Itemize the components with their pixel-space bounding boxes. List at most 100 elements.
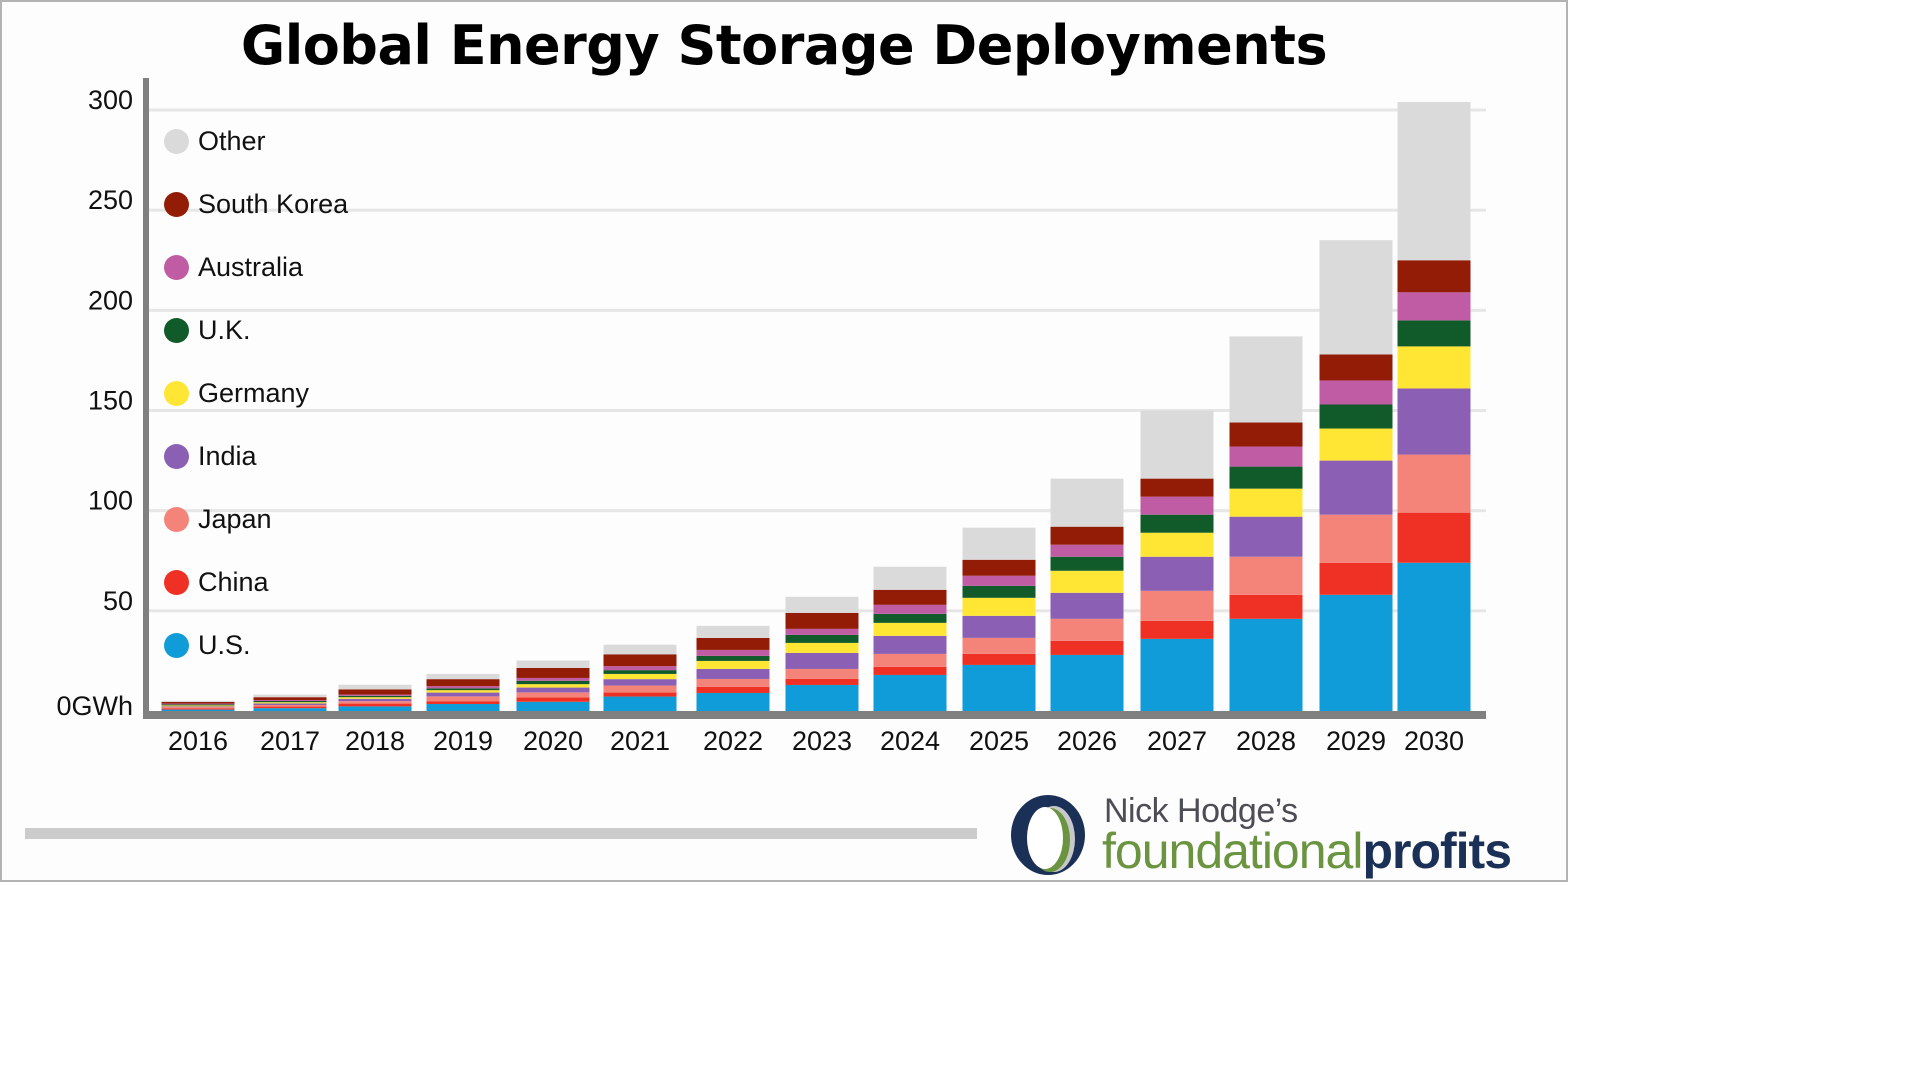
bar-segment — [696, 655, 770, 661]
bar-segment — [696, 668, 770, 679]
legend-item: U.K. — [164, 313, 251, 347]
bar-segment — [1397, 260, 1471, 293]
bar-segment — [161, 701, 235, 704]
legend-label: U.S. — [198, 629, 251, 660]
x-tick-label: 2022 — [703, 726, 763, 756]
legend-item: India — [164, 439, 257, 473]
gridline — [149, 509, 1486, 513]
x-tick-label: 2025 — [969, 726, 1029, 756]
bar-stack-2028 — [1229, 336, 1303, 711]
bar-segment — [1319, 562, 1393, 595]
bar-stack-2018 — [338, 684, 412, 711]
bar-segment — [338, 698, 412, 702]
bar-segment — [696, 625, 770, 638]
bar-segment — [161, 703, 235, 705]
bar-segment — [253, 694, 327, 698]
bar-segment — [516, 667, 590, 678]
bar-segment — [962, 664, 1036, 711]
bar-segment — [1140, 638, 1214, 711]
bar-segment — [161, 709, 235, 711]
bar-segment — [1319, 404, 1393, 429]
bar-segment — [785, 684, 859, 711]
bar-segment — [1397, 388, 1471, 455]
bar-segment — [253, 708, 327, 711]
bar-segment — [962, 615, 1036, 638]
legend-label: Germany — [198, 377, 310, 408]
x-tick-label: 2024 — [880, 726, 940, 756]
legend-swatch-icon — [164, 569, 189, 595]
bar-segment — [1050, 640, 1124, 655]
legend-label: Australia — [198, 251, 304, 282]
y-tick-label: 150 — [88, 386, 133, 416]
bar-stack-2029 — [1319, 240, 1393, 711]
bar-segment — [1319, 514, 1393, 563]
bar-segment — [1229, 422, 1303, 447]
bar-segment — [1397, 292, 1471, 321]
bar-segment — [696, 637, 770, 650]
bar-segment — [1140, 556, 1214, 591]
bar-stack-2024 — [873, 566, 947, 711]
bar-segment — [785, 612, 859, 629]
bar-segment — [1319, 460, 1393, 515]
bar-segment — [1397, 512, 1471, 563]
y-tick-label: 300 — [88, 85, 133, 115]
bar-segment — [1140, 410, 1214, 479]
bar-segment — [338, 694, 412, 696]
bar-segment — [785, 678, 859, 685]
bar-segment — [1050, 592, 1124, 619]
bar-segment — [603, 696, 677, 711]
bar-segment — [696, 649, 770, 656]
bar-stack-2017 — [253, 694, 327, 711]
legend-item: Germany — [164, 376, 309, 410]
bar-segment — [338, 684, 412, 690]
legend-label: Other — [198, 125, 266, 156]
bar-segment — [1140, 532, 1214, 557]
bar-segment — [516, 687, 590, 693]
bar-segment — [1140, 478, 1214, 497]
legend-swatch-icon — [164, 128, 189, 154]
gridline — [149, 308, 1486, 312]
bar-segment — [161, 704, 235, 706]
bar-segment — [516, 701, 590, 711]
bar-stack-2026 — [1050, 478, 1124, 711]
logo-word-foundational: foundational — [1102, 823, 1363, 879]
chart-title: Global Energy Storage Deployments — [240, 14, 1328, 77]
x-tick-label: 2018 — [345, 726, 405, 756]
bar-segment — [1140, 590, 1214, 621]
bar-stack-2027 — [1140, 410, 1214, 711]
bar-segment — [253, 697, 327, 700]
bar-segment — [1229, 618, 1303, 711]
bar-segment — [161, 707, 235, 709]
bar-segment — [603, 673, 677, 680]
bar-stack-2019 — [426, 673, 500, 711]
bar-segment — [426, 686, 500, 689]
legend-swatch-icon — [164, 380, 189, 406]
bar-segment — [426, 688, 500, 691]
bar-segment — [1140, 514, 1214, 533]
bar-segment — [338, 703, 412, 707]
bar-segment — [161, 706, 235, 708]
bar-segment — [962, 597, 1036, 616]
bar-segment — [696, 660, 770, 669]
bar-stack-2016 — [161, 700, 235, 711]
bar-segment — [253, 702, 327, 704]
bar-segment — [1050, 654, 1124, 711]
bar-segment — [1229, 594, 1303, 619]
bar-stack-2022 — [696, 625, 770, 711]
y-axis-line — [143, 78, 149, 719]
legend-swatch-icon — [164, 506, 189, 532]
x-tick-label: 2027 — [1147, 726, 1207, 756]
bar-segment — [962, 527, 1036, 560]
bar-segment — [785, 628, 859, 635]
divider-rule — [25, 828, 977, 839]
bar-segment — [1397, 346, 1471, 389]
bar-segment — [603, 654, 677, 667]
bar-segment — [785, 668, 859, 679]
bar-segment — [873, 566, 947, 590]
bar-segment — [1397, 320, 1471, 347]
legend-label: China — [198, 566, 269, 597]
bar-stack-2021 — [603, 644, 677, 711]
bar-segment — [785, 634, 859, 643]
x-tick-label: 2026 — [1057, 726, 1117, 756]
legend-label: India — [198, 440, 257, 471]
